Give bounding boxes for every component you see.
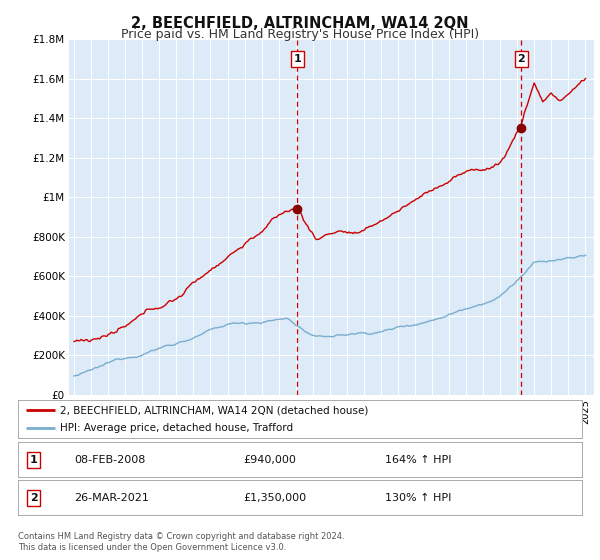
Text: 1: 1 [293,54,301,64]
Text: £940,000: £940,000 [244,455,296,465]
Text: 2: 2 [517,54,525,64]
Text: Contains HM Land Registry data © Crown copyright and database right 2024.: Contains HM Land Registry data © Crown c… [18,532,344,541]
Text: 2, BEECHFIELD, ALTRINCHAM, WA14 2QN (detached house): 2, BEECHFIELD, ALTRINCHAM, WA14 2QN (det… [60,405,368,415]
Text: Price paid vs. HM Land Registry's House Price Index (HPI): Price paid vs. HM Land Registry's House … [121,28,479,41]
Text: HPI: Average price, detached house, Trafford: HPI: Average price, detached house, Traf… [60,423,293,433]
Text: £1,350,000: £1,350,000 [244,493,307,503]
Text: 164% ↑ HPI: 164% ↑ HPI [385,455,451,465]
Text: 2: 2 [30,493,38,503]
Text: This data is licensed under the Open Government Licence v3.0.: This data is licensed under the Open Gov… [18,543,286,552]
Text: 08-FEB-2008: 08-FEB-2008 [74,455,146,465]
Text: 2, BEECHFIELD, ALTRINCHAM, WA14 2QN: 2, BEECHFIELD, ALTRINCHAM, WA14 2QN [131,16,469,31]
Text: 1: 1 [30,455,38,465]
Text: 130% ↑ HPI: 130% ↑ HPI [385,493,451,503]
Text: 26-MAR-2021: 26-MAR-2021 [74,493,149,503]
